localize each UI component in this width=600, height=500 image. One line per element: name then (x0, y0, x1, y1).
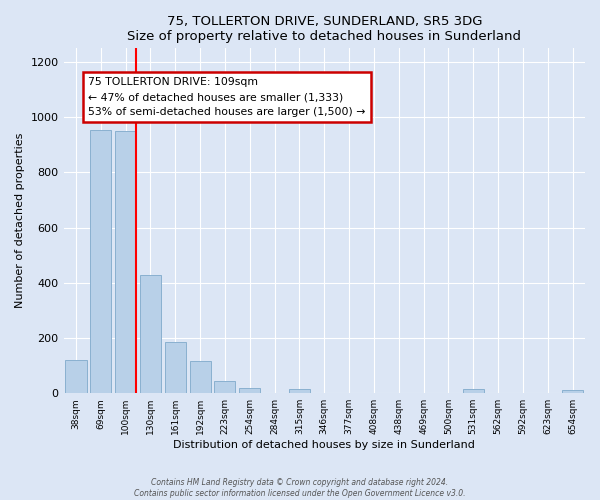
Y-axis label: Number of detached properties: Number of detached properties (15, 133, 25, 308)
Bar (65, 360, 86, 393)
Bar (214, 381, 235, 393)
Title: 75, TOLLERTON DRIVE, SUNDERLAND, SR5 3DG
Size of property relative to detached h: 75, TOLLERTON DRIVE, SUNDERLAND, SR5 3DG… (127, 15, 521, 43)
Text: 75 TOLLERTON DRIVE: 109sqm
← 47% of detached houses are smaller (1,333)
53% of s: 75 TOLLERTON DRIVE: 109sqm ← 47% of deta… (88, 78, 366, 117)
Bar (165, 342, 186, 393)
Bar (239, 388, 260, 393)
Bar (90, 130, 112, 393)
Bar (115, 131, 136, 393)
Bar (190, 362, 211, 393)
Bar (140, 274, 161, 393)
Bar (562, 390, 583, 393)
X-axis label: Distribution of detached houses by size in Sunderland: Distribution of detached houses by size … (173, 440, 475, 450)
Text: Contains HM Land Registry data © Crown copyright and database right 2024.
Contai: Contains HM Land Registry data © Crown c… (134, 478, 466, 498)
Bar (289, 389, 310, 393)
Bar (463, 389, 484, 393)
